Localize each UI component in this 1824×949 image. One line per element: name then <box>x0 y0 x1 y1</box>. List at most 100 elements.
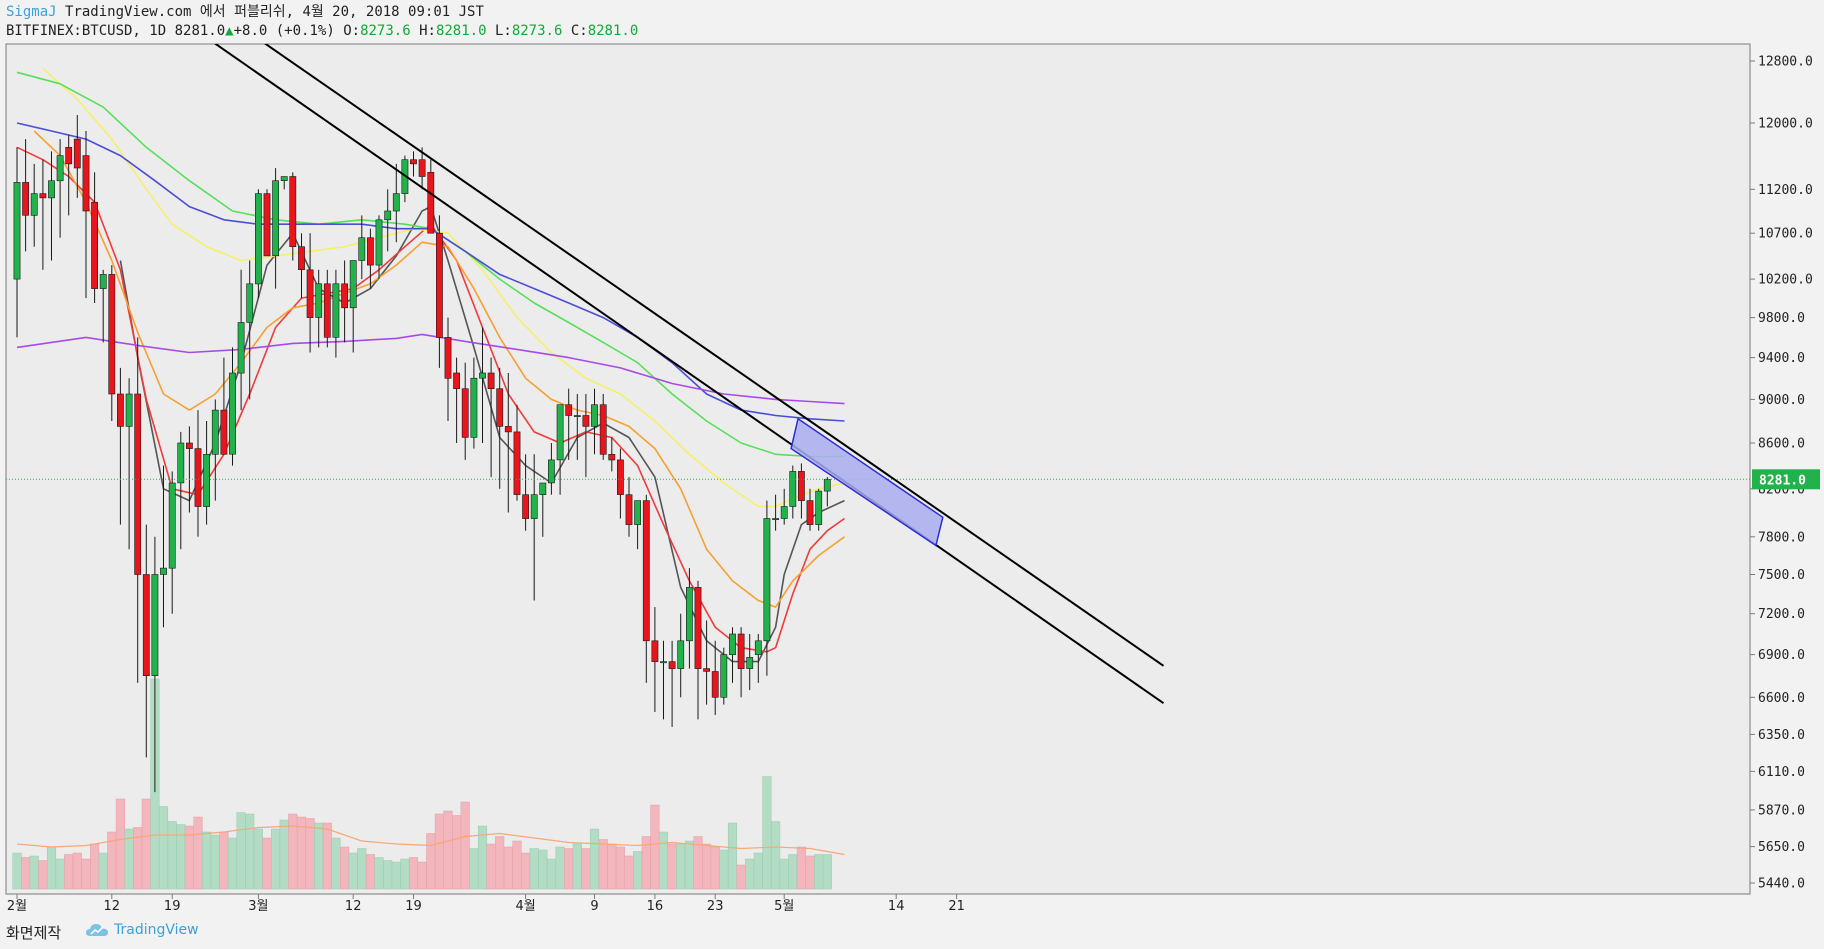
candle-up[interactable] <box>392 193 400 212</box>
candle-up[interactable] <box>746 657 754 669</box>
candle-up[interactable] <box>720 654 728 698</box>
candle-down[interactable] <box>504 426 512 433</box>
candle-down[interactable] <box>410 159 417 165</box>
candle-down[interactable] <box>341 283 348 309</box>
candle-down[interactable] <box>263 193 271 257</box>
candle-down[interactable] <box>418 159 426 177</box>
candle-up[interactable] <box>125 393 133 427</box>
candle-down[interactable] <box>142 574 150 676</box>
candle-up[interactable] <box>685 587 693 642</box>
author-link[interactable]: SigmaJ <box>6 4 57 20</box>
candle-up[interactable] <box>358 237 366 261</box>
candle-down[interactable] <box>22 182 29 216</box>
candle-up[interactable] <box>332 283 340 338</box>
price-chart[interactable]: 5440.0 5650.0 5870.0 6110.0 6350.0 6600.0 6900… <box>0 0 1824 918</box>
candle-up[interactable] <box>160 567 167 575</box>
candle-up[interactable] <box>539 482 547 495</box>
candle-up[interactable] <box>660 661 667 664</box>
candle-up[interactable] <box>280 176 288 181</box>
candle-up[interactable] <box>151 574 159 676</box>
candle-up[interactable] <box>763 518 771 642</box>
trendline[interactable] <box>146 0 1165 705</box>
candle-down[interactable] <box>323 283 331 338</box>
candle-up[interactable] <box>272 180 279 257</box>
candle-up[interactable] <box>30 193 38 216</box>
candle-down[interactable] <box>513 431 521 495</box>
candle-down[interactable] <box>703 668 710 672</box>
candle-down[interactable] <box>694 587 702 669</box>
candle-down[interactable] <box>427 172 435 234</box>
candle-down[interactable] <box>616 459 624 495</box>
candle-up[interactable] <box>211 409 219 455</box>
tradingview-brand[interactable]: TradingView <box>86 922 199 938</box>
candle-down[interactable] <box>797 471 805 501</box>
candle-up[interactable] <box>470 377 478 438</box>
candle-up[interactable] <box>237 322 245 374</box>
candle-down[interactable] <box>194 448 202 507</box>
candle-down[interactable] <box>39 193 47 199</box>
candle-up[interactable] <box>48 180 55 199</box>
candle-down[interactable] <box>737 633 745 670</box>
candle-down[interactable] <box>651 640 659 662</box>
candle-up[interactable] <box>772 518 779 521</box>
candle-up[interactable] <box>177 442 185 484</box>
candle-down[interactable] <box>806 500 814 525</box>
candle-up[interactable] <box>754 640 762 655</box>
candle-up[interactable] <box>349 260 357 309</box>
candle-up[interactable] <box>556 404 564 461</box>
candle-down[interactable] <box>496 388 504 427</box>
candle-up[interactable] <box>789 471 797 507</box>
candle-down[interactable] <box>444 337 452 379</box>
candle-down[interactable] <box>668 661 676 669</box>
candle-up[interactable] <box>203 453 210 507</box>
candle-up[interactable] <box>375 219 383 266</box>
candle-down[interactable] <box>186 442 193 449</box>
candle-up[interactable] <box>168 482 176 569</box>
candle-down[interactable] <box>453 372 460 389</box>
candle-down[interactable] <box>565 404 573 416</box>
candle-up[interactable] <box>315 283 323 318</box>
candle-down[interactable] <box>65 147 73 165</box>
candle-up[interactable] <box>530 494 538 519</box>
candle-down[interactable] <box>117 393 124 427</box>
candle-down[interactable] <box>711 671 719 698</box>
candle-up[interactable] <box>780 506 788 519</box>
candle-down[interactable] <box>298 246 305 270</box>
candle-down[interactable] <box>608 453 616 461</box>
candle-down[interactable] <box>522 494 529 519</box>
candle-up[interactable] <box>591 404 598 427</box>
candle-down[interactable] <box>461 388 469 438</box>
candle-down[interactable] <box>625 494 633 525</box>
candle-up[interactable] <box>56 155 64 182</box>
candle-up[interactable] <box>547 459 555 484</box>
candle-down[interactable] <box>220 409 228 455</box>
candle-up[interactable] <box>99 274 107 289</box>
candle-up[interactable] <box>246 283 254 323</box>
candle-up[interactable] <box>255 193 262 285</box>
trendline[interactable] <box>146 0 1165 667</box>
candle-down[interactable] <box>642 500 650 642</box>
candle-down[interactable] <box>366 237 374 266</box>
channel-rectangle[interactable] <box>790 417 944 547</box>
candle-up[interactable] <box>823 478 831 492</box>
candle-down[interactable] <box>289 176 297 247</box>
symbol-label[interactable]: BITFINEX:BTCUSD, 1D <box>6 23 167 39</box>
candle-down[interactable] <box>134 393 142 575</box>
candle-up[interactable] <box>13 182 21 280</box>
candle-up[interactable] <box>384 210 392 221</box>
candle-down[interactable] <box>582 415 590 427</box>
candle-down[interactable] <box>91 201 98 289</box>
candle-up[interactable] <box>729 633 736 656</box>
candle-down[interactable] <box>306 269 314 318</box>
candle-up[interactable] <box>815 490 823 525</box>
candle-down[interactable] <box>435 232 443 338</box>
candle-up[interactable] <box>229 372 236 455</box>
candle-down[interactable] <box>82 155 90 212</box>
candle-up[interactable] <box>634 500 641 525</box>
candle-up[interactable] <box>479 372 486 379</box>
candle-down[interactable] <box>599 404 607 455</box>
candle-down[interactable] <box>73 138 81 169</box>
candle-down[interactable] <box>108 274 116 395</box>
candle-down[interactable] <box>487 372 495 389</box>
candle-up[interactable] <box>677 640 685 669</box>
